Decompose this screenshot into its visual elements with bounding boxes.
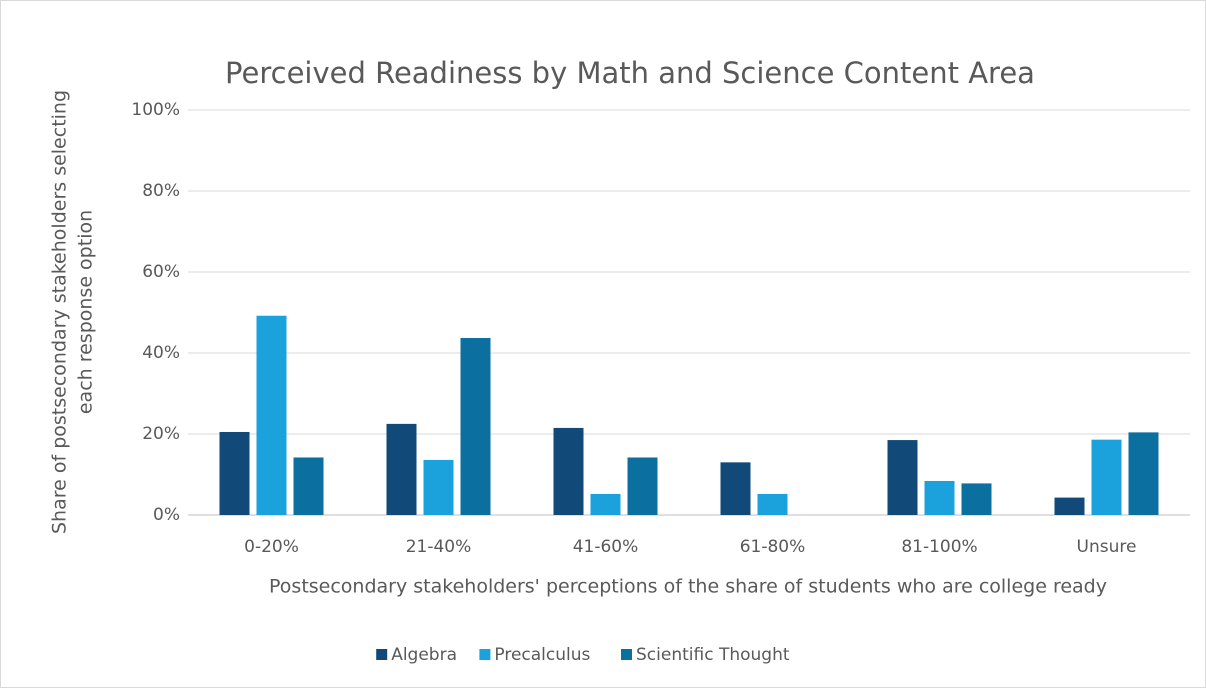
bar xyxy=(1128,432,1159,515)
legend-swatch xyxy=(479,649,491,660)
legend-swatch xyxy=(376,649,388,660)
bar xyxy=(553,427,584,515)
x-tick-label: 81-100% xyxy=(901,537,977,557)
legend-label: Scientific Thought xyxy=(636,645,790,665)
y-tick-label: 60% xyxy=(142,262,180,282)
bar xyxy=(757,493,788,515)
bar xyxy=(1054,497,1085,515)
y-tick-label: 40% xyxy=(142,343,180,363)
y-axis-label-line: each response option xyxy=(75,210,97,414)
x-tick-label: Unsure xyxy=(1077,537,1137,557)
y-tick-label: 100% xyxy=(131,100,180,120)
x-axis-label: Postsecondary stakeholders' perceptions … xyxy=(269,576,1107,598)
bar xyxy=(887,440,918,515)
bar xyxy=(423,459,454,515)
bar xyxy=(627,457,658,515)
bar xyxy=(293,457,324,515)
bar xyxy=(386,423,417,515)
y-tick-label: 80% xyxy=(142,181,180,201)
bar xyxy=(720,462,751,515)
bar xyxy=(590,493,621,515)
bar xyxy=(256,315,287,515)
x-tick-label: 61-80% xyxy=(740,537,806,557)
legend-swatch xyxy=(621,649,632,660)
legend-label: Precalculus xyxy=(494,645,590,665)
x-tick-label: 0-20% xyxy=(244,537,299,557)
y-axis-label-line: Share of postsecondary stakeholders sele… xyxy=(49,90,71,534)
y-tick-label: 20% xyxy=(142,424,180,444)
bar xyxy=(460,338,491,515)
bar xyxy=(924,480,955,515)
chart-title: Perceived Readiness by Math and Science … xyxy=(225,56,1035,90)
bar xyxy=(961,483,992,515)
x-tick-label: 21-40% xyxy=(406,537,472,557)
bar xyxy=(219,431,250,515)
y-axis-label: Share of postsecondary stakeholders sele… xyxy=(49,90,97,534)
x-tick-label: 41-60% xyxy=(573,537,639,557)
bar xyxy=(1091,439,1122,515)
legend-label: Algebra xyxy=(391,645,457,665)
y-tick-label: 0% xyxy=(153,505,180,525)
